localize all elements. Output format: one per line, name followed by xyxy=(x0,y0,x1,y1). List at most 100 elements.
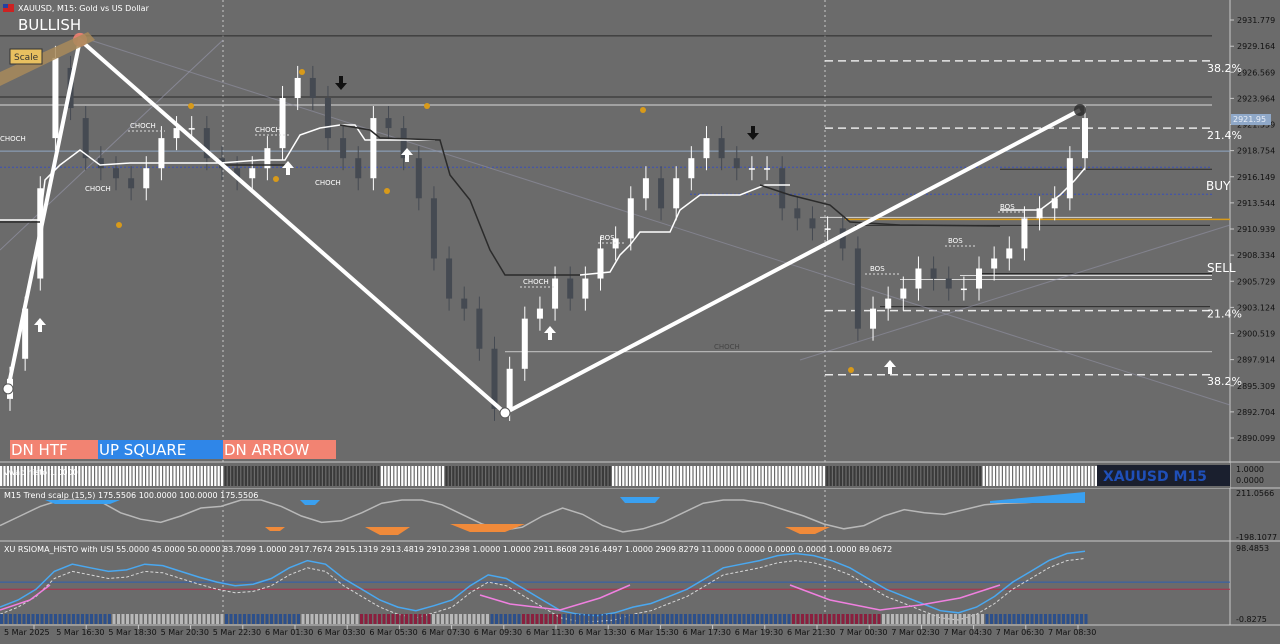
histo-bar xyxy=(955,466,958,486)
down-arrow-shape xyxy=(335,76,347,90)
candle-body xyxy=(552,278,559,309)
pivot-dot xyxy=(384,188,390,194)
histo-bar xyxy=(928,466,931,486)
price-axis[interactable] xyxy=(1230,0,1280,644)
histo-bar xyxy=(88,466,91,486)
scale-button-label: Scale xyxy=(14,53,39,63)
price-tick-label: 2903.124 xyxy=(1237,303,1275,312)
rsioma-bar xyxy=(1084,614,1088,624)
current-price-tag xyxy=(1231,114,1271,125)
histo-bar xyxy=(438,466,441,486)
pivot-dot xyxy=(116,222,122,228)
rsioma-bar xyxy=(76,614,80,624)
rsioma-bar xyxy=(1008,614,1011,624)
histo-bar xyxy=(734,466,737,486)
histo-bar xyxy=(884,466,887,486)
histo-bar xyxy=(159,466,162,486)
candle-body xyxy=(430,198,437,259)
histo-bar xyxy=(129,466,132,486)
histo-bar xyxy=(690,466,693,486)
histo-bar xyxy=(353,466,356,486)
rsioma-bar xyxy=(666,614,669,624)
histo-bar xyxy=(476,466,479,486)
rsioma-bar xyxy=(711,614,714,624)
rsioma-bar xyxy=(355,614,359,624)
rsioma-bar xyxy=(751,614,755,624)
histo-bar xyxy=(404,466,407,486)
rsioma-bar xyxy=(688,614,692,624)
histo-bar xyxy=(343,466,346,486)
histo-bar xyxy=(931,466,934,486)
price-tick-label: 2900.519 xyxy=(1237,330,1275,339)
histo-bar xyxy=(465,466,468,486)
bullish-band xyxy=(0,32,95,86)
price-tick-label: 2897.914 xyxy=(1237,356,1275,365)
histo-bar xyxy=(941,466,944,486)
main-pane[interactable] xyxy=(0,0,1230,462)
scalp-fill-down xyxy=(785,527,830,534)
rsioma-bar xyxy=(85,614,89,624)
rsioma-title: XU RSIOMA_HISTO with USI 55.0000 45.0000… xyxy=(4,545,892,554)
histo-bar xyxy=(139,466,142,486)
rsioma-bar xyxy=(45,614,48,624)
up-arrow-shape xyxy=(884,360,896,374)
status-box xyxy=(223,440,336,459)
candle-body xyxy=(567,278,574,299)
histo-bar xyxy=(758,466,761,486)
rsioma-bar xyxy=(40,614,44,624)
current-price-value: 2921.95 xyxy=(1233,115,1266,124)
histo-bar xyxy=(329,466,332,486)
rsioma-bar xyxy=(625,614,629,624)
histo-bar xyxy=(0,466,3,486)
histo-bar xyxy=(146,466,149,486)
rsioma-bar xyxy=(810,614,813,624)
histo-bar xyxy=(904,466,907,486)
rsioma-bar xyxy=(648,614,651,624)
histo-bar xyxy=(17,466,20,486)
histo-bar xyxy=(724,466,727,486)
histo-bar xyxy=(911,466,914,486)
histo-bar xyxy=(890,466,893,486)
rsioma-bar xyxy=(949,614,953,624)
histo-bar xyxy=(717,466,720,486)
histo-bar xyxy=(642,466,645,486)
histo-bar xyxy=(833,466,836,486)
histo-bar xyxy=(639,466,642,486)
rsioma-pane[interactable] xyxy=(0,550,1230,624)
histo-bar xyxy=(176,466,179,486)
rsioma-bar xyxy=(342,614,345,624)
histo-bar xyxy=(85,466,88,486)
histo-bar xyxy=(278,466,281,486)
rsioma-bar xyxy=(729,614,732,624)
rsioma-bar xyxy=(531,614,534,624)
histo-bar xyxy=(360,466,363,486)
histo-bar xyxy=(873,466,876,486)
histo-bar xyxy=(663,466,666,486)
histo-bar xyxy=(778,466,781,486)
candle-body xyxy=(976,268,983,289)
vwap-histo-pane[interactable] xyxy=(0,463,1230,488)
scale-button[interactable] xyxy=(9,48,43,65)
histo-bar xyxy=(34,466,37,486)
histo-bar xyxy=(1050,466,1053,486)
rsioma-bar xyxy=(1080,614,1083,624)
rsioma-bar xyxy=(814,614,818,624)
rsioma-bar xyxy=(720,614,723,624)
rsioma-bar xyxy=(81,614,84,624)
rsioma-bar xyxy=(193,614,197,624)
histo-bar xyxy=(625,466,628,486)
price-tick-label: 2923.964 xyxy=(1237,94,1275,103)
rsioma-bar xyxy=(562,614,566,624)
histo-bar xyxy=(843,466,846,486)
trend-scalp-pane[interactable] xyxy=(0,492,1085,535)
rsioma-bar xyxy=(90,614,93,624)
histo-bar xyxy=(156,466,159,486)
rsioma-bar xyxy=(306,614,309,624)
rsioma-bar xyxy=(675,614,678,624)
histo-bar xyxy=(775,466,778,486)
rsioma-bar xyxy=(549,614,552,624)
histo-bar xyxy=(635,466,638,486)
rsioma-bar xyxy=(558,614,561,624)
